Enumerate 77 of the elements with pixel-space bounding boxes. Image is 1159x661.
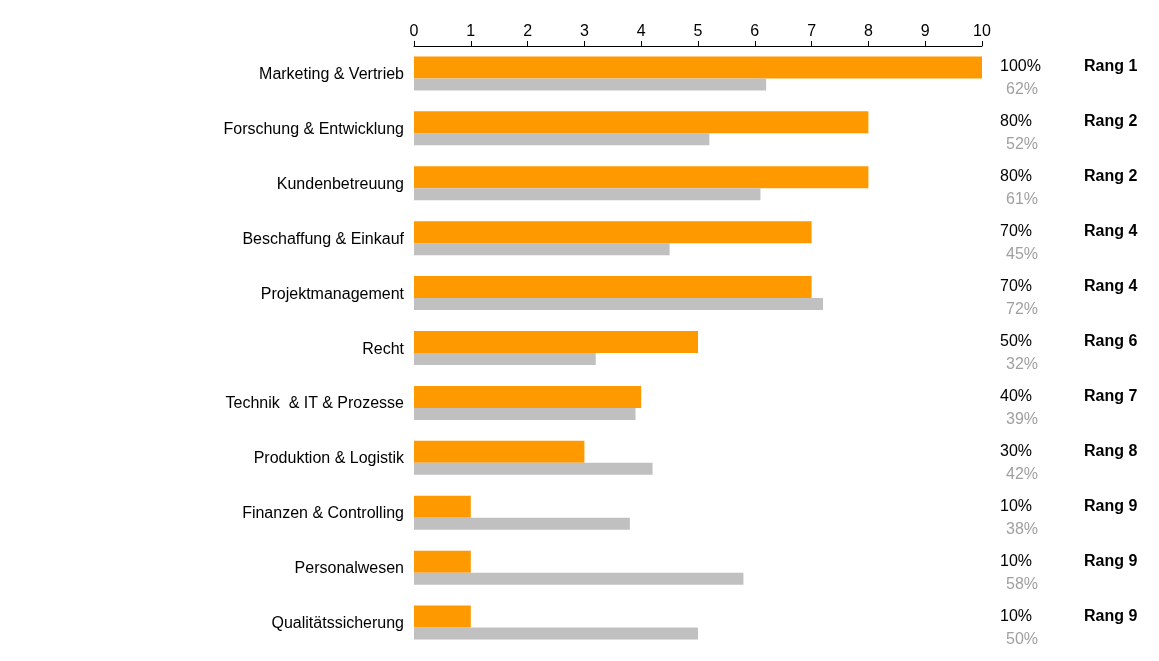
bar — [414, 243, 670, 256]
text: 70% — [1000, 222, 1033, 240]
text: 61% — [1006, 190, 1039, 208]
x-tick-label: 6 — [750, 21, 760, 39]
x-tick-label: 7 — [807, 21, 817, 39]
bar — [414, 353, 596, 365]
text: 32% — [1006, 355, 1039, 372]
text: Rang 1 — [1084, 57, 1138, 75]
text: Rang 9 — [1084, 551, 1138, 569]
text: 80% — [1000, 112, 1033, 130]
text: 10% — [1000, 606, 1033, 624]
y-tick-label: Beschaffung & Einkauf — [242, 229, 405, 247]
y-tick-label: Marketing & Vertrieb — [259, 64, 405, 82]
x-tick-label: 1 — [466, 21, 476, 39]
x-tick-label: 8 — [863, 21, 873, 39]
bar — [414, 572, 744, 585]
text: Rang 2 — [1084, 167, 1138, 185]
text: 58% — [1006, 574, 1039, 592]
text: 40% — [1000, 386, 1033, 404]
y-tick-label: Produktion & Logistik — [253, 449, 405, 467]
text: 42% — [1006, 464, 1039, 482]
x-tick-label: 0 — [409, 21, 419, 39]
bar — [414, 133, 710, 146]
y-tick-label: Recht — [362, 339, 405, 357]
text: 62% — [1006, 80, 1039, 98]
bar — [414, 221, 812, 244]
bar — [414, 517, 630, 530]
x-tick-label: 5 — [693, 21, 703, 39]
bar — [414, 627, 698, 640]
text: Rang 4 — [1084, 277, 1138, 295]
bar — [414, 331, 698, 353]
text: Rang 9 — [1084, 606, 1138, 624]
y-tick-label: Forschung & Entwicklung — [223, 119, 404, 137]
text: Rang 2 — [1084, 112, 1138, 130]
bar — [414, 550, 471, 573]
text: 38% — [1006, 519, 1039, 537]
bar — [414, 298, 823, 311]
text: 80% — [1000, 167, 1033, 185]
text: 45% — [1006, 245, 1039, 263]
text: 72% — [1006, 300, 1039, 318]
y-tick-label: Finanzen & Controlling — [242, 504, 404, 522]
bar — [414, 440, 585, 463]
text: Rang 9 — [1084, 496, 1138, 514]
bar — [414, 407, 636, 420]
text: Rang 6 — [1084, 332, 1138, 349]
bar — [414, 385, 642, 408]
x-tick-label: 9 — [920, 21, 930, 39]
text: 39% — [1006, 409, 1039, 427]
x-tick-label: 4 — [636, 21, 646, 39]
text: 52% — [1006, 135, 1039, 153]
text: 50% — [1006, 629, 1039, 647]
x-tick-label: 10 — [973, 21, 991, 39]
y-tick-label: Kundenbetreuung — [276, 174, 404, 192]
y-tick-label: Personalwesen — [294, 559, 404, 577]
text: 70% — [1000, 277, 1033, 295]
bar — [414, 78, 767, 91]
text: 30% — [1000, 441, 1033, 459]
bar — [414, 166, 869, 189]
y-tick-label: Technik & IT & Prozesse — [225, 394, 405, 412]
bar — [414, 276, 812, 299]
text: Rang 8 — [1084, 441, 1138, 459]
bar — [414, 462, 653, 475]
x-tick-label: 2 — [523, 21, 533, 39]
y-tick-label: Projektmanagement — [260, 284, 405, 302]
text: 100% — [1000, 57, 1041, 75]
text: 10% — [1000, 551, 1033, 569]
text: 10% — [1000, 496, 1033, 514]
y-tick-label: Qualitätssicherung — [271, 614, 404, 632]
x-tick-label: 3 — [579, 21, 589, 39]
bar — [414, 188, 761, 201]
bar — [414, 495, 471, 518]
bar — [414, 605, 471, 628]
text: Rang 4 — [1084, 222, 1138, 240]
text: 50% — [1000, 332, 1033, 349]
bar — [414, 56, 982, 79]
bar — [414, 111, 869, 134]
text: Rang 7 — [1084, 386, 1138, 404]
